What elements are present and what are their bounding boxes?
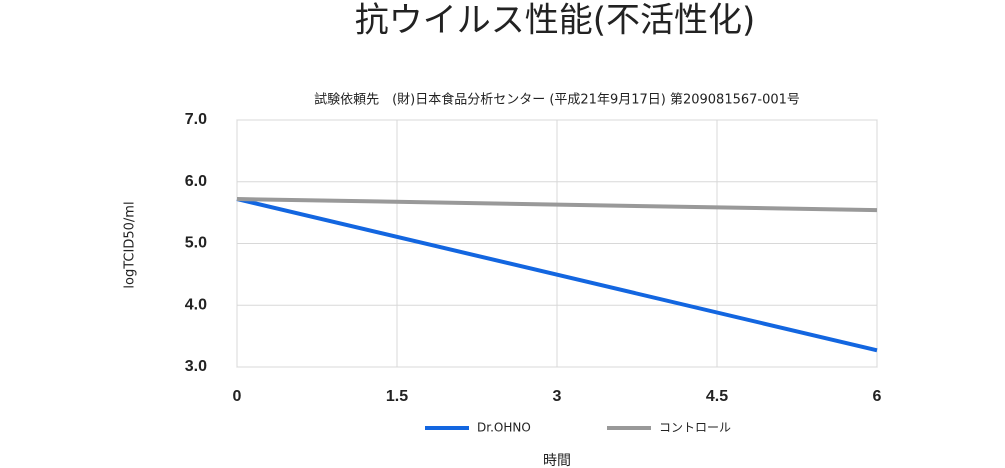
legend-label: Dr.OHNO: [477, 421, 531, 435]
y-tick-label: 7.0: [185, 111, 207, 128]
x-axis-label: 時間: [543, 453, 571, 468]
y-tick-label: 3.0: [185, 358, 207, 375]
chart-subtitle: 試験依頼先 (財)日本食品分析センター (平成21年9月17日) 第209081…: [314, 92, 800, 108]
y-tick-label: 5.0: [185, 235, 207, 252]
y-tick-label: 6.0: [185, 173, 207, 190]
x-tick-label: 4.5: [706, 388, 728, 405]
series-line: [236, 197, 878, 213]
chart-title: 抗ウイルス性能(不活性化): [355, 1, 756, 41]
x-tick-label: 1.5: [386, 388, 408, 405]
x-tick-label: 3: [553, 388, 562, 405]
y-axis-label: logTCID50/ml: [123, 201, 138, 288]
y-tick-label: 4.0: [185, 296, 207, 313]
legend-label: コントロール: [659, 421, 731, 435]
x-tick-label: 0: [233, 388, 242, 405]
x-tick-label: 6: [873, 388, 882, 405]
series-line: [236, 197, 878, 353]
